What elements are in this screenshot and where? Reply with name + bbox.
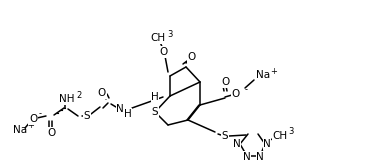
Text: 2: 2 [76,91,82,100]
Text: O: O [159,47,167,57]
Text: N: N [233,139,241,149]
Text: CH: CH [272,131,288,141]
Text: O: O [29,114,37,124]
Text: N: N [116,104,124,114]
Text: 3: 3 [288,127,294,136]
Text: N: N [243,152,251,162]
Text: S: S [222,131,228,141]
Text: Na: Na [256,70,270,80]
Text: -: - [244,86,247,95]
Text: -: - [39,110,41,119]
Text: NH: NH [59,94,75,104]
Text: S: S [152,107,158,117]
Text: O: O [221,77,229,87]
Text: H: H [124,109,132,119]
Text: 3: 3 [167,30,173,39]
Text: S: S [84,111,90,121]
Text: CH: CH [151,33,165,43]
Text: +: + [270,66,277,75]
Text: O: O [188,52,196,62]
Text: Na: Na [13,125,27,135]
Text: H: H [151,92,159,102]
Text: +: + [27,122,34,130]
Text: O: O [232,89,240,99]
Text: O: O [47,128,55,138]
Text: O: O [98,88,106,98]
Text: N: N [256,152,264,162]
Text: N: N [263,139,271,149]
